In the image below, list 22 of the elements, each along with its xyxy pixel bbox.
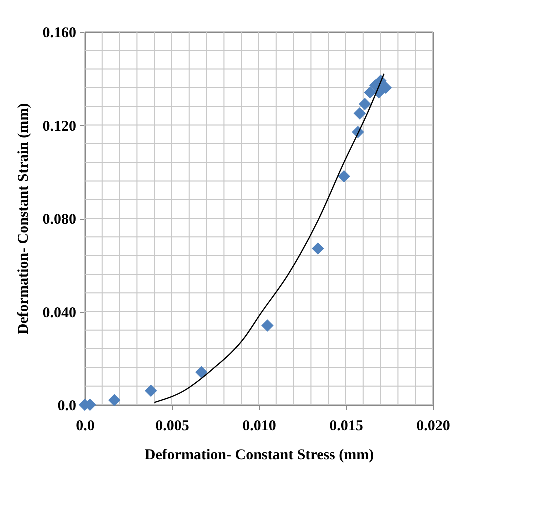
y-tick-label: 0.160 (42, 26, 76, 42)
y-tick-label: 0.0 (58, 398, 76, 414)
x-tick-label: 0.015 (330, 418, 364, 434)
x-tick-label: 0.010 (242, 418, 276, 434)
point (108, 394, 121, 406)
x-axis-title: Deformation- Constant Stress (mm) (144, 448, 374, 464)
y-tick-label: 0.080 (42, 212, 76, 228)
y-axis-title: Deformation- Constant Strain (mm) (16, 103, 32, 335)
x-tick-label: 0.0 (76, 418, 95, 434)
point (354, 107, 366, 120)
x-tick-label: 0.020 (416, 418, 450, 434)
point (364, 86, 376, 99)
y-tick-label: 0.120 (42, 118, 76, 135)
point (144, 384, 158, 398)
point (359, 98, 372, 110)
point (380, 82, 392, 94)
x-tick-label: 0.005 (156, 418, 190, 434)
point (262, 320, 274, 332)
point (195, 366, 208, 378)
y-tick-label: 0.040 (42, 305, 76, 322)
point (338, 170, 350, 183)
point (312, 242, 324, 255)
